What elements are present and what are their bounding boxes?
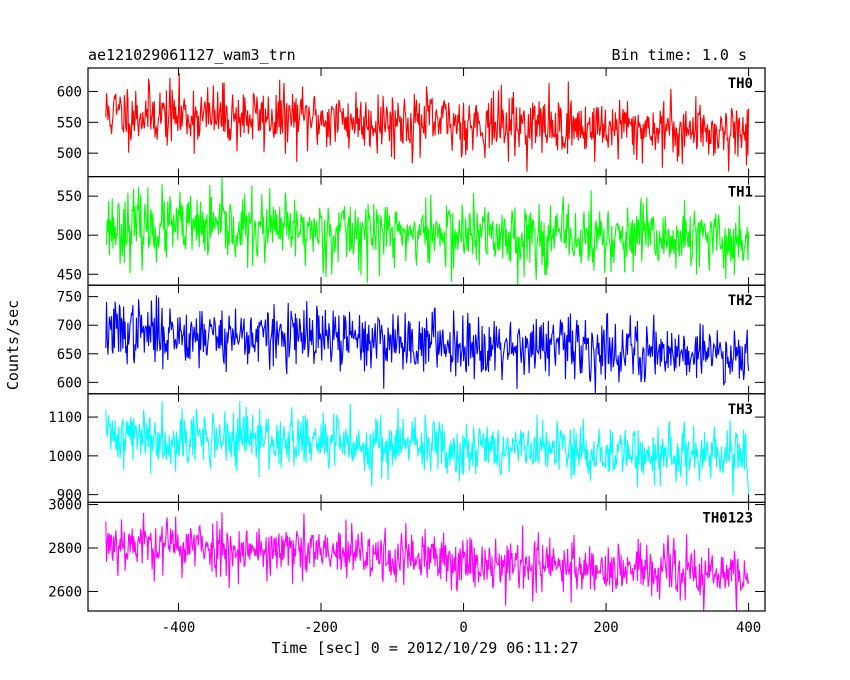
x-tick-label: 200 — [593, 620, 618, 636]
y-tick-label: 900 — [57, 488, 82, 504]
y-tick-label: 750 — [57, 290, 82, 306]
x-tick-label: -400 — [162, 620, 196, 636]
panel-name-label: TH0 — [728, 76, 753, 92]
panel-th1: 450 500 550 TH1 — [57, 176, 766, 286]
x-tick-label: 0 — [459, 620, 467, 636]
panel-th3: 900 1000 1100 TH3 — [48, 393, 766, 504]
panel-th2: 600 650 700 750 TH2 — [57, 284, 766, 395]
plot-title: ae121029061127_wam3_trn — [88, 46, 296, 64]
y-tick-label: 500 — [57, 146, 82, 162]
series-line-th0123 — [105, 512, 750, 611]
panel-th0123: 2600 2800 3000 TH0123 — [48, 498, 766, 612]
y-tick-label: 1000 — [48, 449, 82, 465]
series-line-th1 — [105, 176, 750, 286]
panel-name-label: TH3 — [728, 402, 753, 418]
y-tick-label: 2800 — [48, 541, 82, 557]
panel-name-label: TH0123 — [702, 510, 753, 526]
panel-name-label: TH1 — [728, 185, 753, 201]
y-tick-label: 450 — [57, 267, 82, 283]
panels-group: 500 550 600 TH0 450 500 550 TH1 600 650 700 750 TH2 9… — [48, 67, 766, 612]
y-tick-label: 1100 — [48, 410, 82, 426]
y-tick-label: 550 — [57, 189, 82, 205]
x-axis-label: Time [sec] 0 = 2012/10/29 06:11:27 — [271, 639, 578, 657]
y-tick-label: 600 — [57, 375, 82, 391]
y-axis-label: Counts/sec — [4, 300, 22, 390]
x-tick-label: -200 — [304, 620, 338, 636]
y-tick-label: 2600 — [48, 584, 82, 600]
bin-time-label: Bin time: 1.0 s — [612, 46, 747, 64]
y-tick-label: 500 — [57, 228, 82, 244]
y-tick-label: 550 — [57, 115, 82, 131]
series-line-th2 — [105, 295, 750, 394]
y-tick-label: 700 — [57, 318, 82, 334]
y-tick-label: 650 — [57, 347, 82, 363]
y-tick-label: 3000 — [48, 498, 82, 514]
x-tick-label: 400 — [736, 620, 761, 636]
panel-th0: 500 550 600 TH0 — [57, 67, 766, 178]
panel-frame — [87, 501, 766, 612]
x-axis-ticks: -400 -200 0 200 400 — [162, 620, 762, 636]
series-line-th0 — [105, 73, 750, 172]
series-line-th3 — [105, 400, 750, 498]
y-tick-label: 600 — [57, 84, 82, 100]
panel-name-label: TH2 — [728, 293, 753, 309]
